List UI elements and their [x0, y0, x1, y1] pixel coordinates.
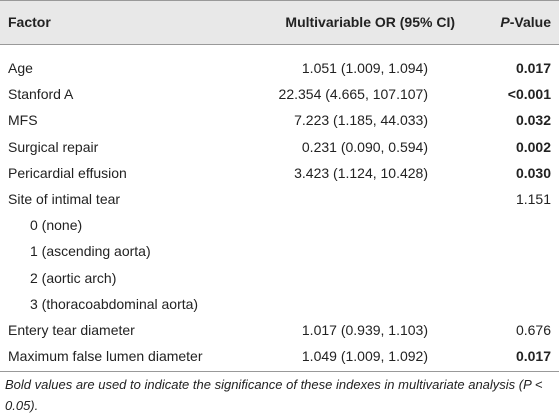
p-cell: 0.676 — [515, 322, 551, 338]
p-cell: 0.017 — [515, 348, 551, 365]
or-cell: 3.423 (1.124, 10.428) — [294, 164, 428, 181]
p-cell: 0.002 — [515, 138, 551, 155]
factor-cell: Stanford A — [8, 86, 74, 103]
or-cell: 1.049 (1.009, 1.092) — [301, 348, 428, 365]
p-cell: 0.032 — [515, 112, 551, 129]
factor-cell: Pericardial effusion — [8, 164, 127, 181]
header-p-rest: -Value — [509, 14, 551, 30]
or-cell: 0.231 (0.090, 0.594) — [301, 138, 428, 155]
factor-cell: 2 (aortic arch) — [30, 269, 117, 286]
footnote: Bold values are used to indicate the sig… — [5, 377, 543, 413]
factor-cell: Maximum false lumen diameter — [8, 348, 203, 365]
factor-cell: MFS — [8, 112, 38, 129]
p-cell: 0.030 — [515, 164, 551, 181]
factor-cell: Entery tear diameter — [8, 322, 135, 338]
bottom-rule — [0, 371, 559, 373]
or-cell: 1.017 (0.939, 1.103) — [301, 322, 428, 338]
p-cell: <0.001 — [507, 86, 551, 103]
p-cell: 0.017 — [515, 60, 551, 76]
or-cell: 7.223 (1.185, 44.033) — [294, 112, 428, 129]
header-row — [0, 0, 559, 45]
factor-cell: 1 (ascending aorta) — [30, 243, 151, 260]
factor-cell: Age — [8, 60, 33, 76]
factor-cell: 3 (thoracoabdominal aorta) — [30, 295, 199, 312]
factor-cell: Surgical repair — [8, 138, 99, 155]
p-cell: 1.151 — [515, 191, 551, 207]
or-cell: 1.051 (1.009, 1.094) — [301, 60, 428, 76]
factor-cell: Site of intimal tear — [8, 191, 121, 207]
header-factor: Factor — [8, 14, 51, 30]
header-or: Multivariable OR (95% CI) — [285, 14, 455, 30]
header-p: P-Value — [500, 9, 551, 35]
header-p-italic: P — [500, 14, 510, 30]
factor-cell: 0 (none) — [30, 217, 83, 234]
or-cell: 22.354 (4.665, 107.107) — [278, 86, 428, 103]
